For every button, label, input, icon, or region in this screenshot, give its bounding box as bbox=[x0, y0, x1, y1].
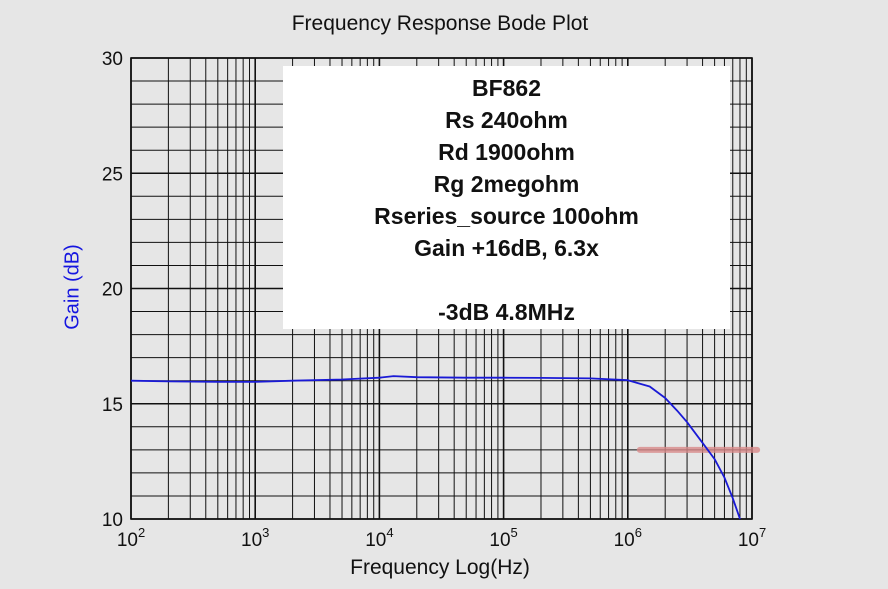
y-tick-label: 10 bbox=[102, 510, 123, 531]
x-axis-label: Frequency Log(Hz) bbox=[350, 556, 530, 579]
x-tick-label: 105 bbox=[489, 525, 517, 551]
y-tick-label: 20 bbox=[102, 280, 123, 301]
y-tick-label: 30 bbox=[102, 49, 123, 70]
annotation-line: Rs 240ohm bbox=[445, 107, 568, 133]
x-tick-label: 106 bbox=[614, 525, 642, 551]
x-tick-label: 107 bbox=[738, 525, 766, 551]
annotation-box: BF862 Rs 240ohm Rd 1900ohm Rg 2megohm Rs… bbox=[283, 66, 730, 329]
annotation-line: Rseries_source 100ohm bbox=[374, 203, 639, 229]
annotation-line: -3dB 4.8MHz bbox=[438, 299, 575, 325]
annotation-line: Gain +16dB, 6.3x bbox=[414, 235, 599, 261]
x-tick-label: 104 bbox=[365, 525, 393, 551]
y-tick-label: 25 bbox=[102, 164, 123, 185]
y-axis-label: Gain (dB) bbox=[61, 244, 84, 330]
y-tick-label: 15 bbox=[102, 395, 123, 416]
annotation-line: BF862 bbox=[471, 75, 542, 101]
annotation-line: Rd 1900ohm bbox=[438, 139, 575, 165]
chart-title: Frequency Response Bode Plot bbox=[291, 12, 589, 35]
series-line bbox=[130, 375, 741, 520]
annotation-line: Rg 2megohm bbox=[433, 171, 580, 197]
plot-frame bbox=[130, 57, 753, 520]
x-tick-label: 103 bbox=[241, 525, 269, 551]
x-tick-label: 102 bbox=[117, 525, 145, 551]
annotation-line bbox=[283, 264, 730, 296]
